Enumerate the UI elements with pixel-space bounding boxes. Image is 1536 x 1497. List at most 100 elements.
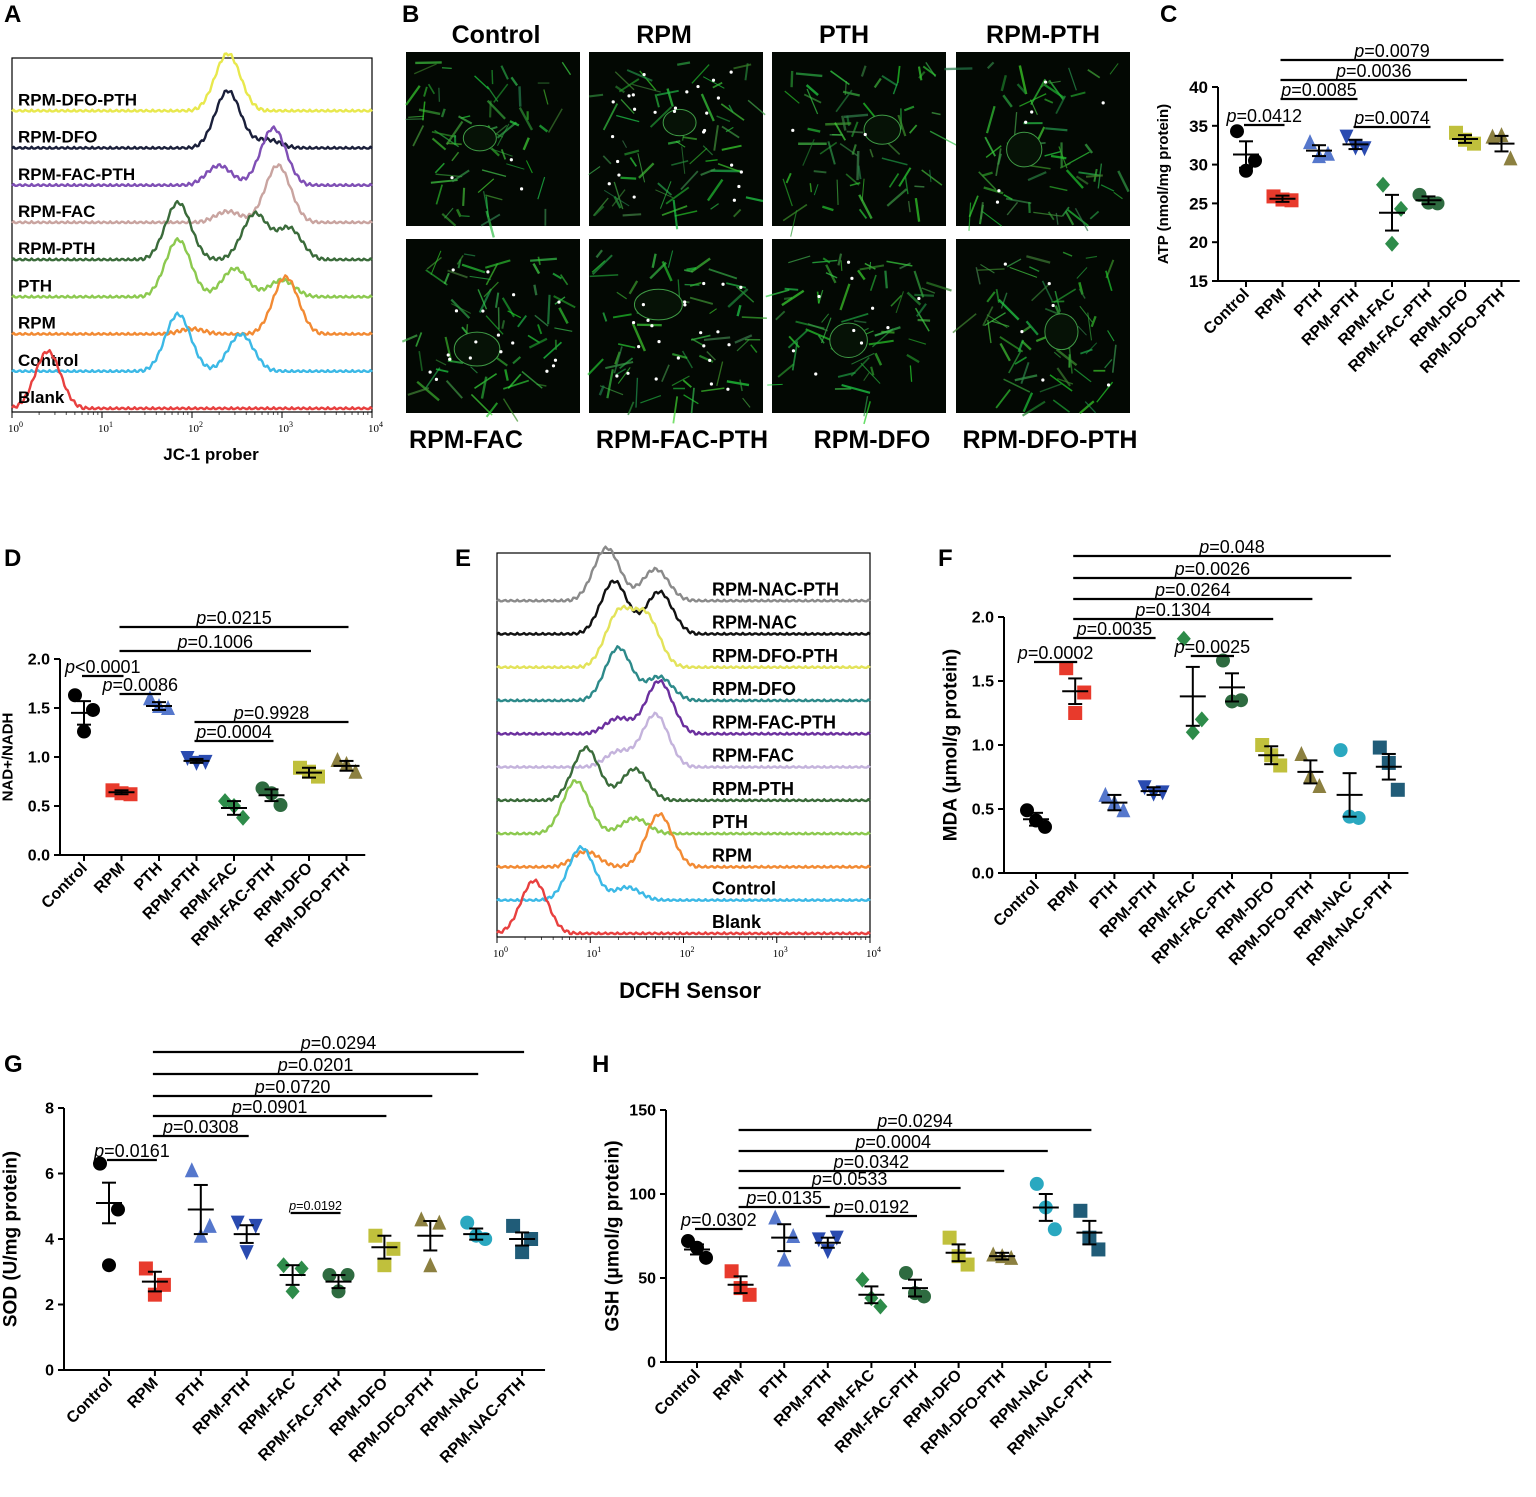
puncta-marker — [791, 349, 796, 353]
d-category-control: Control — [39, 860, 91, 912]
micro-title-rpm-fac-pth: RPM-FAC-PTH — [596, 426, 768, 454]
mitochondria-strand — [790, 210, 798, 237]
mitochondria-strand — [1073, 368, 1092, 383]
mitochondria-strand — [667, 140, 681, 145]
puncta-marker — [699, 331, 703, 335]
nucleus — [1044, 313, 1079, 351]
mitochondria-strand — [892, 81, 899, 95]
mitochondria-strand — [512, 356, 522, 365]
nucleus — [633, 288, 683, 321]
mitochondria-strand — [629, 157, 638, 167]
mitochondria-strand — [591, 260, 606, 273]
h-point-rpm-nac-pth — [1073, 1203, 1088, 1218]
mitochondria-strand — [627, 401, 635, 416]
micrograph-background — [589, 239, 763, 413]
g-pvalue: p=0.0294 — [300, 1033, 377, 1053]
puncta-marker — [509, 158, 513, 162]
a-curve-pth — [11, 237, 373, 299]
mitochondria-strand — [1033, 211, 1063, 217]
mitochondria-strand — [521, 370, 543, 389]
mitochondria-strand — [691, 338, 703, 346]
a-curve-rpm-fac — [11, 163, 373, 225]
mitochondria-strand — [915, 303, 927, 318]
puncta-marker — [870, 306, 875, 310]
c-pvalue: p=0.0412 — [1225, 106, 1302, 126]
h-ytick-label: 150 — [629, 1103, 656, 1120]
mitochondria-strand — [593, 205, 605, 217]
c-point-rpm-fac — [1394, 200, 1408, 217]
e-curve-rpm-nac — [496, 579, 871, 636]
mitochondria-strand — [552, 272, 562, 280]
puncta-marker — [631, 93, 635, 97]
mitochondria-strand — [1100, 184, 1115, 192]
d-ytick-label: 0.5 — [28, 799, 50, 816]
puncta-marker — [617, 173, 621, 177]
mitochondria-strand — [1074, 207, 1089, 232]
mitochondria-strand — [851, 121, 859, 138]
mitochondria-strand — [1028, 201, 1031, 213]
panel-letter-g: G — [4, 1051, 23, 1078]
d-point-rpm-dfo-pth — [330, 751, 345, 767]
c-point-pth — [1303, 134, 1317, 150]
puncta-marker — [450, 176, 454, 180]
puncta-marker — [1041, 378, 1045, 382]
mitochondria-strand — [445, 380, 463, 399]
puncta-marker — [632, 195, 636, 199]
mitochondria-strand — [843, 113, 869, 119]
mitochondria-strand — [691, 64, 710, 84]
g-pvalue: p=0.0901 — [231, 1097, 308, 1117]
g-category-rpm-nac-pth: RPM-NAC-PTH — [437, 1375, 529, 1467]
mitochondria-strand — [507, 373, 522, 390]
puncta-marker — [448, 357, 452, 361]
mitochondria-strand — [995, 388, 1011, 409]
mitochondria-strand — [1064, 210, 1075, 226]
mitochondria-strand — [979, 202, 984, 220]
puncta-marker — [496, 333, 501, 337]
mitochondria-strand — [906, 353, 920, 364]
mitochondria-strand — [1077, 325, 1087, 336]
puncta-marker — [1030, 110, 1034, 114]
mitochondria-strand — [500, 149, 507, 160]
mitochondria-strand — [917, 66, 923, 81]
e-curve-rpm-nac-pth — [496, 545, 871, 603]
panel-a-xlabel: JC-1 prober — [163, 445, 259, 464]
mitochondria-strand — [842, 90, 860, 97]
g-point-pth — [193, 1227, 208, 1243]
mitochondria-strand — [651, 253, 657, 268]
e-curve-blank — [496, 878, 871, 936]
mitochondria-strand — [822, 257, 831, 264]
f-category-rpm: RPM — [1045, 878, 1082, 915]
mitochondria-strand — [904, 175, 909, 195]
mitochondria-strand — [510, 76, 519, 87]
mitochondria-strand — [1090, 315, 1097, 328]
nucleus — [462, 124, 497, 152]
mitochondria-strand — [1050, 154, 1067, 160]
g-pvalue: p=0.0192 — [288, 1199, 342, 1213]
mitochondria-strand — [484, 259, 511, 269]
mitochondria-strand — [534, 314, 549, 327]
puncta-marker — [732, 198, 736, 202]
a-legend-rpm: RPM — [18, 314, 56, 333]
mitochondria-strand — [742, 397, 751, 408]
mitochondria-strand — [986, 314, 1008, 329]
mitochondria-strand — [995, 148, 1002, 176]
puncta-marker — [610, 134, 615, 139]
mitochondria-strand — [1068, 346, 1073, 374]
mitochondria-strand — [727, 288, 749, 308]
c-ytick-label: 15 — [1189, 272, 1208, 291]
puncta-marker — [850, 276, 854, 280]
c-ylabel: ATP (nmol/mg protein) — [1155, 104, 1172, 264]
mitochondria-strand — [553, 295, 576, 309]
h-ylabel: GSH (μmol/g protein) — [602, 1140, 623, 1331]
mitochondria-strand — [506, 163, 525, 170]
mitochondria-strand — [846, 130, 864, 134]
mitochondria-strand — [1075, 175, 1089, 185]
puncta-marker — [859, 341, 864, 345]
a-xtick-label: 100 — [8, 420, 23, 435]
puncta-marker — [729, 70, 733, 74]
mitochondria-strand — [659, 181, 672, 209]
g-point-rpm-fac — [285, 1283, 300, 1300]
h-point-rpm-nac — [1029, 1176, 1044, 1191]
mitochondria-strand — [975, 267, 981, 285]
mitochondria-strand — [870, 366, 875, 376]
